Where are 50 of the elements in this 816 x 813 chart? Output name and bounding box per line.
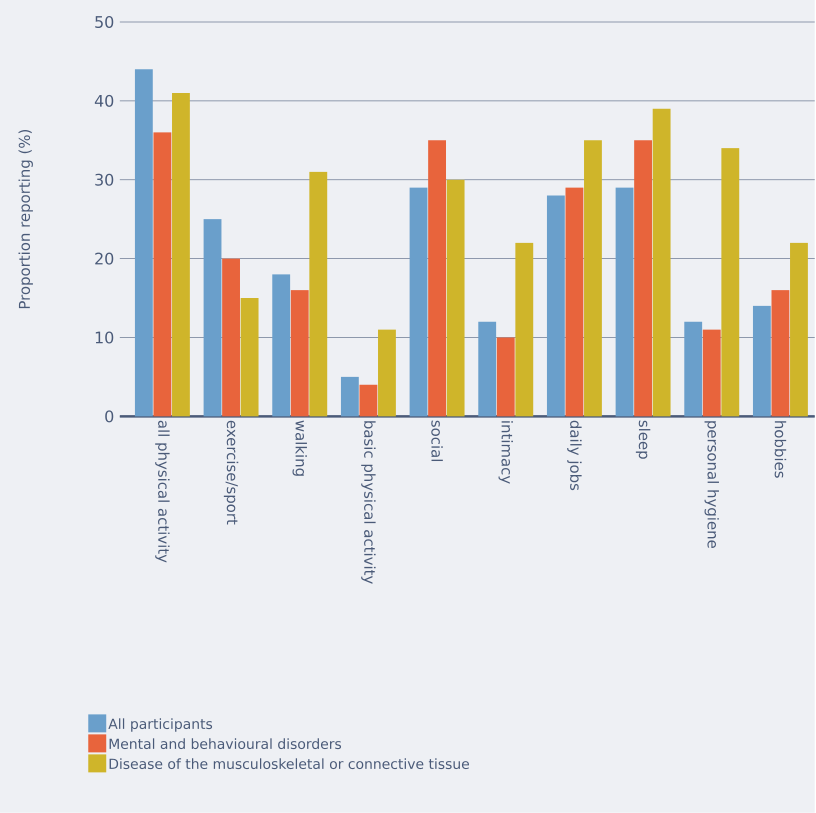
bar — [771, 290, 790, 416]
bar — [428, 140, 446, 416]
x-tick-label: intimacy — [498, 421, 513, 484]
bar — [272, 274, 290, 416]
y-axis-title: Proportion reporting (%) — [18, 130, 33, 308]
bar — [134, 69, 153, 416]
y-tick-label: 10 — [96, 332, 114, 344]
x-tick-label: walking — [292, 420, 307, 476]
bar — [546, 196, 565, 416]
bar — [616, 188, 634, 416]
bar — [309, 172, 328, 416]
y-tick-label: 0 — [105, 410, 114, 422]
bar — [172, 93, 190, 416]
x-tick-label: exercise/sport — [224, 420, 238, 525]
bar — [359, 384, 378, 416]
x-tick-label: all physical activity — [155, 420, 170, 563]
legend-label: Disease of the musculoskeletal or connective tissue — [110, 758, 469, 770]
x-tick-label: sleep — [636, 420, 650, 459]
bar — [584, 140, 602, 416]
bar — [790, 242, 808, 416]
bar — [721, 148, 740, 416]
bar — [684, 322, 702, 416]
y-tick-label: 40 — [94, 94, 114, 107]
bar — [702, 330, 721, 416]
bar — [496, 338, 515, 416]
legend-label: All participants — [108, 718, 212, 732]
bar — [410, 188, 428, 416]
bar — [290, 290, 309, 416]
bar — [478, 322, 496, 416]
y-tick-label: 20 — [95, 252, 114, 265]
bar — [222, 258, 240, 416]
bar — [340, 377, 359, 416]
x-tick-label: basic physical activity — [361, 421, 376, 584]
bar — [153, 132, 172, 416]
x-tick-label: social — [431, 420, 443, 462]
bar — [652, 108, 671, 416]
bar — [565, 188, 584, 416]
bar — [446, 180, 465, 416]
bar — [515, 242, 534, 416]
y-tick-label: 30 — [95, 174, 114, 186]
bar — [752, 306, 771, 416]
x-tick-label: daily jobs — [567, 420, 582, 490]
x-tick-label: hobbies — [774, 421, 786, 478]
x-tick-label: personal hygiene — [704, 421, 719, 548]
y-tick-label: 50 — [95, 16, 114, 28]
bar — [240, 298, 259, 416]
legend-label: Mental and behavioural disorders — [110, 738, 342, 750]
bar — [634, 140, 652, 416]
bar — [204, 219, 222, 416]
bar — [378, 330, 396, 416]
